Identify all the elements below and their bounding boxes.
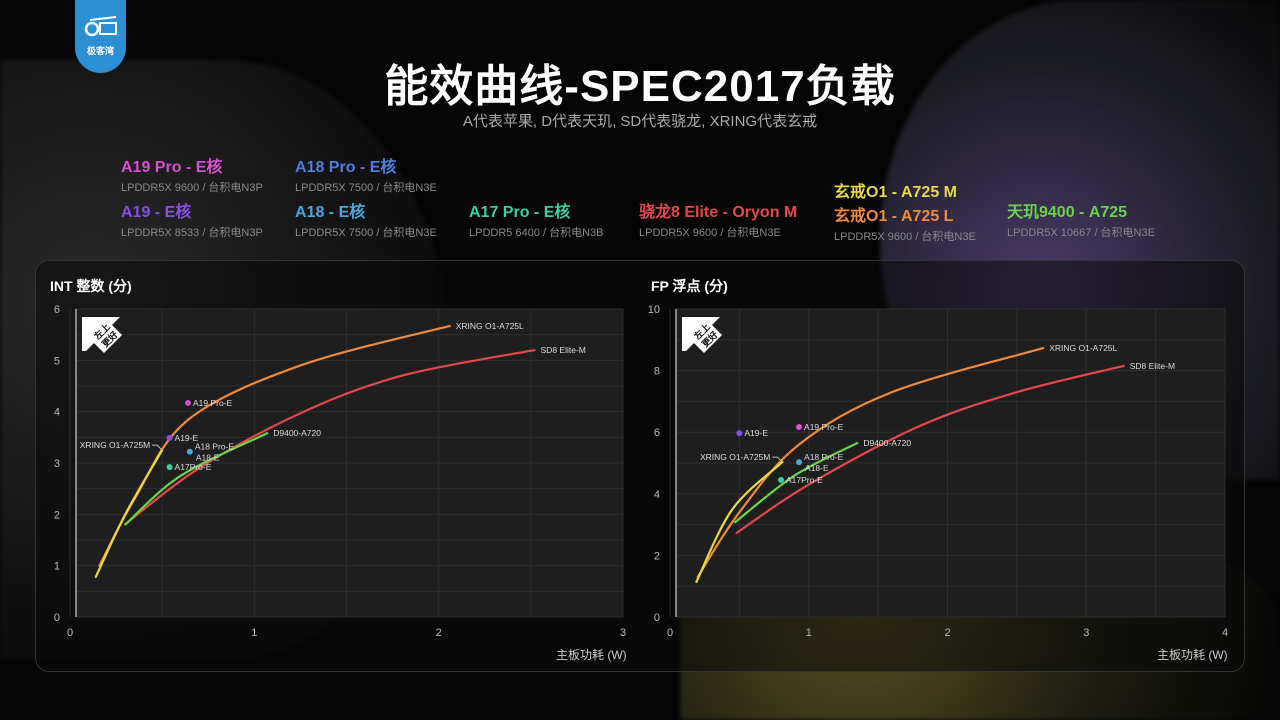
fp-series-line: [734, 441, 859, 524]
int-y-tick: 5: [54, 355, 60, 367]
int-x-tick: 0: [67, 627, 73, 639]
logo: 极客湾: [75, 0, 126, 73]
legend-a19pro: A19 Pro - E核 LPDDR5X 9600 / 台积电N3P: [121, 159, 263, 194]
fp-series-label: D9400-A720: [863, 438, 911, 448]
fp-y-tick: 10: [648, 304, 660, 316]
legend-a18pro: A18 Pro - E核 LPDDR5X 7500 / 台积电N3E: [295, 159, 437, 194]
fp-series-label: XRING O1-A725M: [700, 452, 770, 462]
fp-series-label: XRING O1-A725L: [1049, 343, 1117, 353]
fp-y-tick: 4: [654, 489, 660, 501]
page-title: 能效曲线-SPEC2017负载: [384, 62, 896, 111]
fp-leader-line: [772, 456, 783, 463]
logo-text: 极客湾: [86, 46, 114, 56]
fp-point-label: A18-E: [805, 463, 829, 473]
int-x-tick: 1: [251, 627, 257, 639]
fp-scatter-point: [736, 430, 743, 437]
int-series-label: XRING O1-A725M: [80, 440, 150, 450]
fp-point-label: A17Pro-E: [786, 475, 823, 485]
fp-y-tick: 0: [654, 612, 660, 624]
int-x-tick: 3: [620, 627, 626, 639]
fp-scatter-point: [778, 476, 784, 483]
legend-a18: A18 - E核 LPDDR5X 7500 / 台积电N3E: [295, 204, 437, 239]
page-subtitle: A代表苹果, D代表天玑, SD代表骁龙, XRING代表玄戒: [462, 113, 818, 130]
fp-scatter-point: [796, 459, 803, 466]
int-x-label: 主板功耗 (W): [556, 648, 627, 662]
int-leader-line: [152, 444, 163, 451]
arrow-up-left-icon: [682, 317, 722, 353]
int-scatter-point: [166, 434, 173, 441]
int-y-tick: 0: [54, 612, 60, 624]
int-scatter-point: [166, 464, 173, 471]
arrow-up-left-icon: [82, 317, 122, 353]
legend-sd8elite: 骁龙8 Elite - Oryon M LPDDR5X 9600 / 台积电N3E: [639, 204, 798, 239]
fp-point-label: A19 Pro-E: [804, 422, 844, 432]
legend-d9400: 天玑9400 - A725 LPDDR5X 10667 / 台积电N3E: [1007, 204, 1155, 239]
fp-y-tick: 6: [654, 427, 660, 439]
int-point-label: A19 Pro-E: [193, 398, 233, 408]
gpu-card-icon: [84, 16, 117, 37]
fp-series-line: [695, 460, 784, 583]
int-point-label: A19-E: [175, 433, 199, 443]
int-scatter-point: [186, 448, 193, 455]
int-point-label: A18 Pro-E: [195, 442, 235, 452]
int-series-line: [124, 432, 269, 526]
fp-y-tick: 2: [654, 550, 660, 562]
fp-x-tick: 0: [667, 627, 673, 639]
fp-x-tick: 1: [806, 627, 812, 639]
fp-series-line: [735, 364, 1125, 535]
fp-point-label: A18 Pro-E: [804, 452, 844, 462]
fp-chart-title: FP 浮点 (分): [651, 278, 728, 294]
int-y-tick: 6: [54, 304, 60, 316]
int-series-line: [94, 449, 164, 579]
int-y-tick: 3: [54, 458, 60, 470]
fp-series-line: [696, 347, 1045, 579]
fp-y-tick: 8: [654, 366, 660, 378]
int-x-tick: 2: [436, 627, 442, 639]
int-y-tick: 1: [54, 561, 60, 573]
int-series-line: [124, 348, 536, 526]
legend-a19: A19 - E核 LPDDR5X 8533 / 台积电N3P: [121, 204, 263, 239]
legend-xring: 玄戒O1 - A725 M 玄戒O1 - A725 L LPDDR5X 9600 /…: [834, 184, 976, 243]
int-point-label: A17Pro-E: [175, 462, 212, 472]
fp-x-tick: 4: [1222, 627, 1228, 639]
int-scatter-point: [184, 399, 191, 406]
fp-point-label: A19-E: [744, 428, 768, 438]
int-y-tick: 2: [54, 509, 60, 521]
fp-series-label: SD8 Elite-M: [1130, 361, 1175, 371]
fp-x-tick: 2: [944, 627, 950, 639]
fp-x-label: 主板功耗 (W): [1157, 648, 1228, 662]
legend-a17pro: A17 Pro - E核 LPDDR5 6400 / 台积电N3B: [469, 204, 604, 239]
int-y-tick: 4: [54, 407, 60, 419]
int-chart-title: INT 整数 (分): [50, 278, 132, 294]
int-series-label: D9400-A720: [273, 428, 321, 438]
fp-scatter-point: [796, 423, 803, 430]
int-point-label: A18-E: [196, 453, 220, 463]
fp-x-tick: 3: [1083, 627, 1089, 639]
int-series-label: XRING O1-A725L: [456, 321, 524, 331]
int-series-label: SD8 Elite-M: [541, 345, 586, 355]
